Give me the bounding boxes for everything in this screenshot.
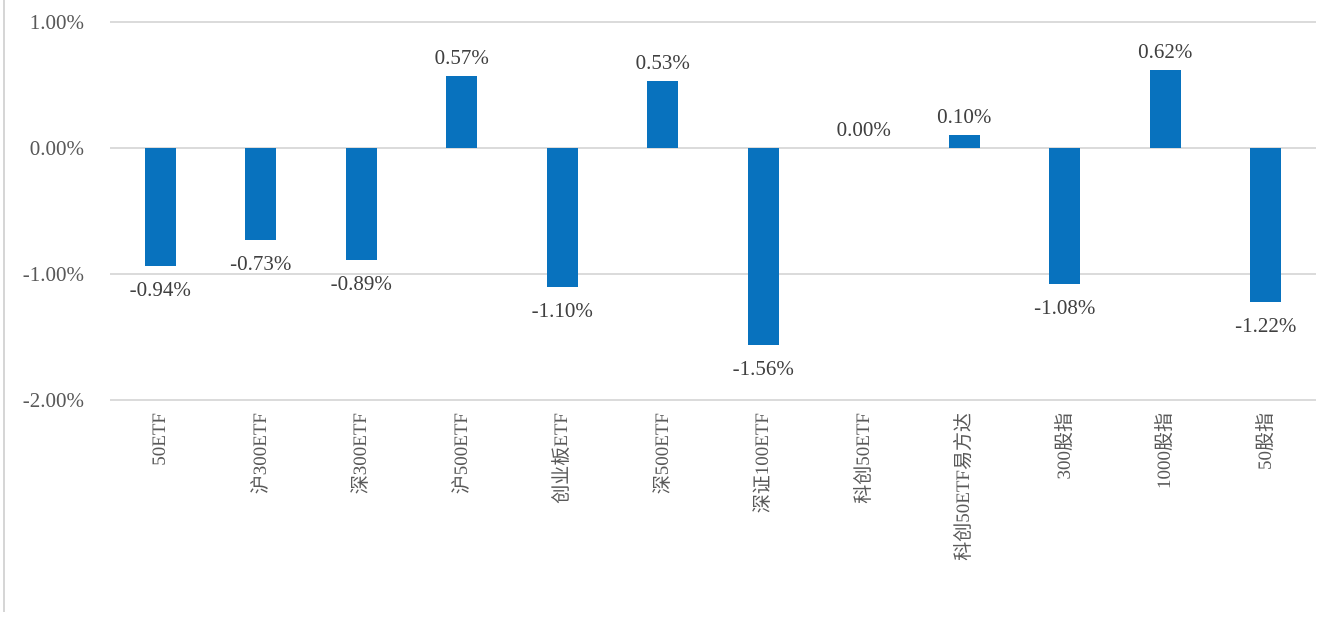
gridline <box>110 273 1316 275</box>
x-axis-category-label: 深500ETF <box>651 413 673 495</box>
bar-沪500ETF <box>446 76 478 148</box>
x-axis-category-cell: 1000股指 <box>1115 413 1216 623</box>
data-label: 0.53% <box>635 50 690 75</box>
x-axis-category-label: 300股指 <box>1053 413 1075 480</box>
bar-1000股指 <box>1149 69 1181 148</box>
x-axis-category-label: 1000股指 <box>1154 413 1176 490</box>
x-axis-category-cell: 创业板ETF <box>512 413 613 623</box>
y-axis-tick-label: -2.00% <box>22 388 84 412</box>
data-label: -1.08% <box>1034 295 1096 320</box>
data-label: 0.57% <box>434 45 489 70</box>
x-axis: 50ETF 沪300ETF 深300ETF 沪500ETF 创业板ETF 深500ETF 深… <box>110 413 1316 623</box>
data-label: -1.22% <box>1235 312 1297 337</box>
bar-50ETF <box>144 148 176 267</box>
gridline <box>110 399 1316 401</box>
x-axis-category-label: 科创50ETF <box>852 413 874 504</box>
data-label: -0.73% <box>230 250 292 275</box>
data-label: 0.62% <box>1138 38 1193 63</box>
x-axis-category-label: 科创50ETF易方达 <box>953 413 975 561</box>
y-axis-tick-label: 0.00% <box>29 136 84 160</box>
x-axis-category-label: 深证100ETF <box>752 413 774 514</box>
bar-深300ETF <box>345 148 377 261</box>
x-axis-category-label: 创业板ETF <box>551 413 573 504</box>
plot-area: -0.94% -0.73% -0.89% 0.57% -1.10% 0.53% -1.56%… <box>110 21 1316 401</box>
x-axis-category-cell: 300股指 <box>1015 413 1116 623</box>
x-axis-category-cell: 沪300ETF <box>211 413 312 623</box>
bar-深500ETF <box>647 81 679 148</box>
bar-沪300ETF <box>245 148 277 240</box>
data-label: -1.56% <box>732 355 794 380</box>
x-axis-category-label: 沪300ETF <box>249 413 271 495</box>
y-axis-tick-label: -1.00% <box>22 262 84 286</box>
data-label: -1.10% <box>531 297 593 322</box>
x-axis-category-cell: 50股指 <box>1216 413 1317 623</box>
bar-300股指 <box>1049 148 1081 285</box>
y-axis-tick-label: 1.00% <box>29 10 84 34</box>
bar-创业板ETF <box>546 148 578 287</box>
x-axis-category-label: 50股指 <box>1254 413 1276 471</box>
x-axis-category-label: 沪500ETF <box>450 413 472 495</box>
chart-left-border <box>3 0 5 612</box>
data-label: 0.10% <box>937 104 992 129</box>
gridline <box>110 147 1316 149</box>
data-label: 0.00% <box>836 117 891 141</box>
bar-科创50ETF易方达 <box>948 135 980 148</box>
data-label: -0.89% <box>330 271 392 296</box>
x-axis-category-cell: 深证100ETF <box>713 413 814 623</box>
x-axis-category-label: 深300ETF <box>350 413 372 495</box>
gridline <box>110 21 1316 23</box>
x-axis-category-cell: 深300ETF <box>311 413 412 623</box>
x-axis-category-cell: 50ETF <box>110 413 211 623</box>
bar-50股指 <box>1250 148 1282 302</box>
x-axis-category-cell: 科创50ETF <box>814 413 915 623</box>
bar-深证100ETF <box>747 148 779 345</box>
x-axis-category-cell: 深500ETF <box>613 413 714 623</box>
x-axis-category-cell: 沪500ETF <box>412 413 513 623</box>
data-label: -0.94% <box>129 277 191 302</box>
x-axis-category-label: 50ETF <box>149 413 171 466</box>
x-axis-category-cell: 科创50ETF易方达 <box>914 413 1015 623</box>
y-axis: 1.00% 0.00% -1.00% -2.00% <box>0 0 84 420</box>
